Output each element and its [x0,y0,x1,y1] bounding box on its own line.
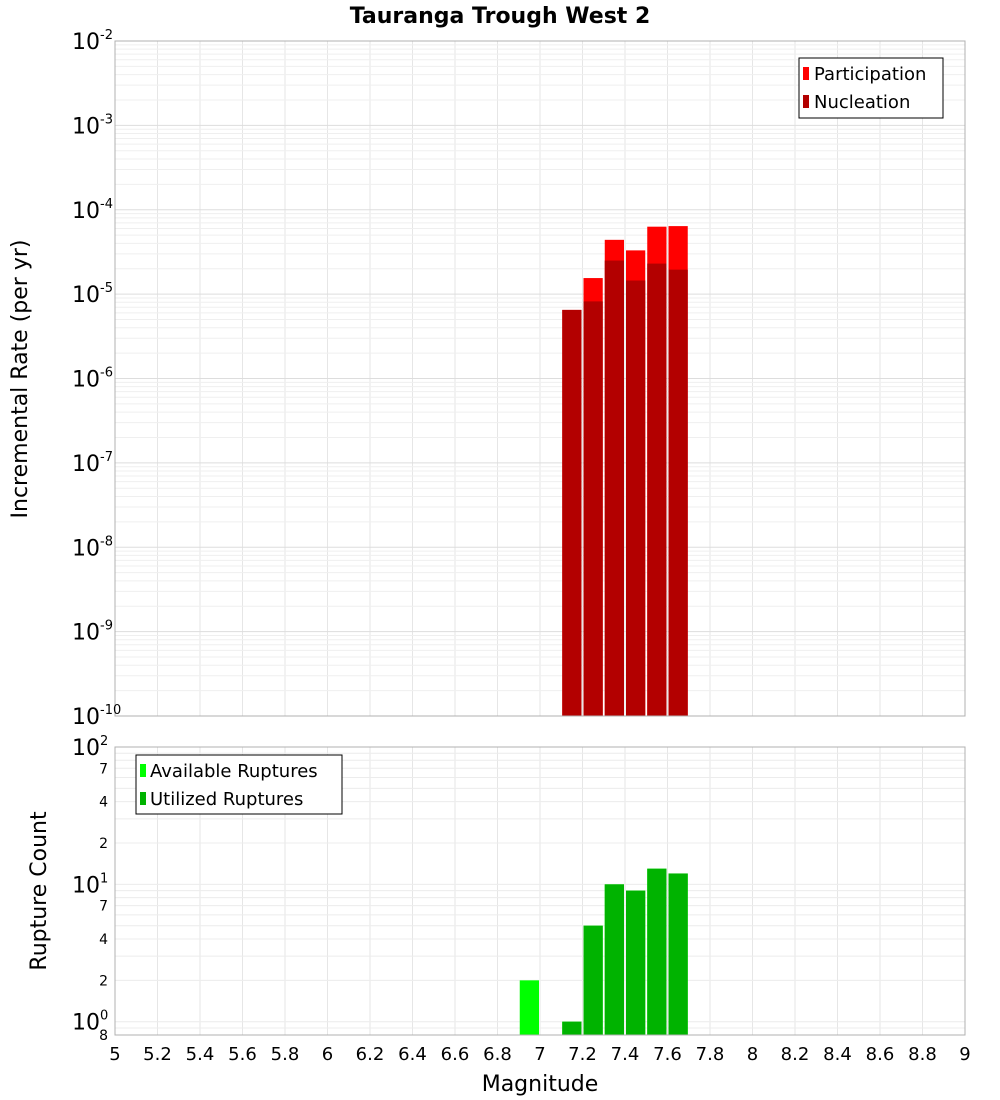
rate-y-ticks: 10-2 10-3 10-4 10-5 10-6 10-7 10-8 10-9 10-10 [72,28,121,730]
rate-y-tick-label: 10-7 [72,450,113,477]
x-tick-label: 6.4 [398,1044,427,1065]
rate-y-tick-label: 10-4 [72,197,113,224]
count-plot-frame [114,746,966,1036]
rate-nucleation-bar [626,280,646,716]
count-legend-box [135,754,343,815]
x-tick-label: 8.6 [866,1044,895,1065]
rate-y-tick-label: 10-3 [72,112,113,139]
rate-legend-box [798,57,944,119]
chart-title: Tauranga Trough West 2 [350,4,651,29]
x-tick-label: 8.2 [781,1044,810,1065]
x-tick-label: 5.6 [228,1044,257,1065]
utilized-ruptures-legend-label: Utilized Ruptures [150,789,303,810]
x-tick-label: 6.6 [441,1044,470,1065]
rate-y-tick-label: 10-2 [72,28,113,55]
x-tick-label: 6.2 [356,1044,385,1065]
count-utilized-ruptures-bar [647,868,667,1035]
rate-nucleation-bar [583,301,603,716]
x-axis-title: Magnitude [482,1072,599,1097]
participation-legend-label: Participation [814,64,926,85]
count-utilized-ruptures-bar [583,925,603,1035]
count-utilized-ruptures-bar [668,873,688,1035]
count-y-tick-label: 102 [72,734,108,761]
rate-y-tick-label: 10-6 [72,366,113,393]
count-y-minor-tick-label: 7 [99,899,108,915]
x-tick-label: 7.6 [653,1044,682,1065]
x-tick-label: 7.4 [611,1044,640,1065]
count-utilized-ruptures-bar [604,884,624,1035]
x-tick-label: 5.8 [271,1044,300,1065]
x-tick-label: 5.4 [186,1044,215,1065]
x-tick-label: 8.8 [908,1044,937,1065]
x-tick-label: 5 [109,1044,120,1065]
rate-bars [562,226,688,717]
available-ruptures-legend-swatch [140,764,146,777]
count-bars [519,868,688,1035]
count-available-ruptures-bar [519,980,539,1035]
count-y-axis-title: Rupture Count [27,811,52,971]
count-y-ticks: 102 101 100 7 4 2 7 4 2 8 [72,734,108,1044]
count-y-minor-tick-label: 7 [99,761,108,777]
utilized-ruptures-legend-swatch [140,792,146,805]
rate-y-tick-label: 10-8 [72,534,113,561]
rate-y-tick-label: 10-9 [72,619,113,646]
rate-legend: Participation Nucleation [798,57,944,119]
nucleation-legend-swatch [803,95,809,108]
count-y-minor-tick-label: 2 [99,973,108,989]
x-tick-label: 9 [959,1044,970,1065]
count-y-minor-tick-label: 4 [99,932,108,948]
count-panel: 102 101 100 7 4 2 7 4 2 8 5 5.2 5.4 5.6 5.8 6 6.2 6.4 6.6… [27,734,971,1097]
x-tick-label: 7 [534,1044,545,1065]
rate-plot-frame [114,40,966,717]
available-ruptures-legend-label: Available Ruptures [150,761,318,782]
count-y-tick-label: 100 [72,1009,108,1036]
x-tick-label: 7.2 [568,1044,597,1065]
count-utilized-ruptures-bar [626,890,646,1035]
rate-nucleation-bar [562,309,582,716]
rate-nucleation-bar [647,263,667,716]
count-y-minor-tick-label: 2 [99,836,108,852]
rate-nucleation-bar [668,269,688,716]
rate-nucleation-bar [604,260,624,716]
rate-panel: 10-2 10-3 10-4 10-5 10-6 10-7 10-8 10-9 10-10 In… [8,28,966,730]
count-y-minor-tick-label: 8 [99,1028,108,1044]
rate-y-tick-label: 10-5 [72,281,113,308]
count-y-tick-label: 101 [72,871,108,898]
x-ticks: 5 5.2 5.4 5.6 5.8 6 6.2 6.4 6.6 6.8 7 7.2 7.4 7.6 7.8 8… [109,1044,970,1065]
rate-grid [114,41,966,717]
rate-y-axis-title: Incremental Rate (per yr) [8,240,33,519]
participation-legend-swatch [803,67,809,80]
x-tick-label: 7.8 [696,1044,725,1065]
x-tick-label: 8 [747,1044,758,1065]
x-tick-label: 8.4 [823,1044,852,1065]
x-tick-label: 6.8 [483,1044,512,1065]
count-y-minor-tick-label: 4 [99,795,108,811]
x-tick-label: 6 [322,1044,333,1065]
nucleation-legend-label: Nucleation [814,92,910,113]
count-utilized-ruptures-bar [562,1021,582,1035]
rate-y-tick-label: 10-10 [72,703,121,730]
count-legend: Available Ruptures Utilized Ruptures [135,754,343,815]
x-tick-label: 5.2 [143,1044,172,1065]
